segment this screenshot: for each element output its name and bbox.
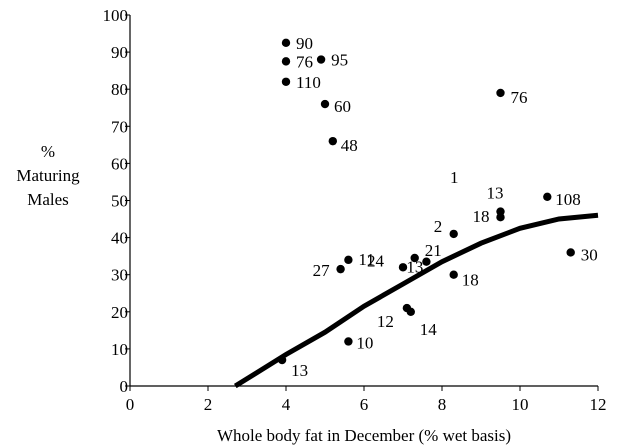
data-point-label: 14 xyxy=(420,320,438,339)
y-tick-label: 50 xyxy=(111,192,128,211)
y-tick-label: 80 xyxy=(111,80,128,99)
y-tick-label: 0 xyxy=(120,377,129,396)
data-point-label: 60 xyxy=(334,97,351,116)
data-point-label: 48 xyxy=(341,136,358,155)
y-axis-title: % Maturing Males xyxy=(16,142,80,209)
y-tick-label: 60 xyxy=(111,154,128,173)
data-point-label: 21 xyxy=(425,241,442,260)
data-point xyxy=(344,255,353,265)
data-point xyxy=(281,57,291,66)
data-point xyxy=(344,337,353,346)
data-point-label: 13 xyxy=(406,258,423,277)
data-point xyxy=(449,270,458,279)
data-point-label: 76 xyxy=(511,88,528,107)
data-point xyxy=(543,192,552,201)
y-tick-label: 100 xyxy=(103,6,129,25)
data-point-label: 12 xyxy=(377,312,394,331)
y-axis-title-line: Males xyxy=(27,190,69,209)
annotation-label: 1 xyxy=(450,168,459,187)
data-point-label: 76 xyxy=(296,52,313,71)
data-point xyxy=(566,248,575,257)
x-tick-label: 2 xyxy=(204,395,213,414)
y-tick-label: 20 xyxy=(111,303,128,322)
data-point xyxy=(496,212,505,222)
data-point-label: 18 xyxy=(473,207,490,226)
data-point xyxy=(406,307,415,316)
y-tick-label: 90 xyxy=(111,43,128,62)
data-point xyxy=(277,355,287,365)
data-point-label: 24 xyxy=(367,251,385,270)
data-point xyxy=(496,88,505,98)
x-tick-label: 4 xyxy=(282,395,291,414)
data-point-label: 90 xyxy=(296,34,313,53)
data-point-label: 10 xyxy=(356,333,373,352)
data-point-label: 30 xyxy=(581,245,598,264)
x-tick-label: 10 xyxy=(512,395,529,414)
data-point xyxy=(422,257,431,266)
data-point-label: 95 xyxy=(331,51,348,70)
data-point-label: 18 xyxy=(462,271,479,290)
data-point xyxy=(410,253,419,263)
data-point xyxy=(398,263,408,272)
data-point-label: 108 xyxy=(555,190,581,209)
data-point xyxy=(281,38,291,48)
x-tick-label: 6 xyxy=(360,395,369,414)
y-axis-title-line: % xyxy=(41,142,55,161)
data-point-label: 110 xyxy=(296,73,321,92)
data-point xyxy=(320,99,330,109)
trend-curve xyxy=(233,212,599,389)
data-point xyxy=(328,136,337,146)
data-point-label: 27 xyxy=(313,261,331,280)
x-tick-label: 8 xyxy=(438,395,447,414)
y-axis-title-line: Maturing xyxy=(16,166,80,185)
y-tick-label: 30 xyxy=(111,266,128,285)
data-point-label: 11 xyxy=(358,250,374,269)
data-point xyxy=(316,55,326,64)
data-point xyxy=(336,264,345,274)
x-tick-label: 0 xyxy=(126,395,135,414)
y-tick-label: 10 xyxy=(111,340,128,359)
data-point-label: 13 xyxy=(291,361,308,380)
data-point-label: 13 xyxy=(487,184,504,203)
data-point xyxy=(281,77,291,86)
y-tick-label: 40 xyxy=(111,229,128,248)
x-tick-label: 12 xyxy=(590,395,607,414)
y-tick-label: 70 xyxy=(111,117,128,136)
data-point-label: 2 xyxy=(434,217,443,236)
x-axis-title: Whole body fat in December (% wet basis) xyxy=(217,426,511,445)
data-point xyxy=(449,229,458,239)
